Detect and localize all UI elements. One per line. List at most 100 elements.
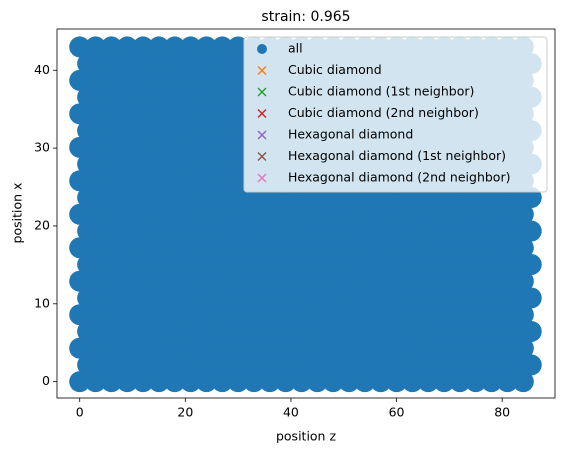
point [164,203,186,225]
point [259,237,281,259]
point [504,320,526,342]
point [116,36,138,58]
point [203,53,225,75]
point [164,170,186,192]
point [85,203,107,225]
point [108,220,130,242]
point [512,304,534,326]
point [108,320,130,342]
point [314,253,336,275]
point [124,153,146,175]
legend-label: Hexagonal diamond [288,127,413,142]
point [425,287,447,309]
point [172,253,194,275]
point [85,69,107,91]
point [148,337,170,359]
point [354,270,376,292]
point [156,187,178,209]
point [354,337,376,359]
point [148,103,170,125]
point [164,304,186,326]
point [330,320,352,342]
point [100,371,122,393]
point [108,287,130,309]
point [322,337,344,359]
point [92,287,114,309]
point [140,287,162,309]
point [188,120,210,142]
point [298,253,320,275]
point [465,371,487,393]
point [362,287,384,309]
point [211,237,233,259]
point [172,120,194,142]
point [148,237,170,259]
point [306,270,328,292]
point [298,287,320,309]
point [291,304,313,326]
point [148,136,170,158]
point [393,354,415,376]
point [132,36,154,58]
point [77,253,99,275]
point [132,304,154,326]
point [172,320,194,342]
point [148,170,170,192]
point [132,337,154,359]
point [203,86,225,108]
point [156,287,178,309]
point [433,371,455,393]
point [211,270,233,292]
point [227,170,249,192]
y-tick-label: 40 [34,62,50,77]
point [156,354,178,376]
point [164,270,186,292]
point [465,337,487,359]
point [354,371,376,393]
point [69,136,91,158]
point [164,103,186,125]
point [401,270,423,292]
point [180,136,202,158]
point [243,371,265,393]
point [433,237,455,259]
point [275,371,297,393]
legend-box [243,36,548,193]
point [275,337,297,359]
point [283,287,305,309]
point [473,354,495,376]
point [156,120,178,142]
point [211,136,233,158]
point [417,237,439,259]
point [473,220,495,242]
point [283,253,305,275]
point [92,86,114,108]
legend-label: all [288,41,303,56]
point [449,371,471,393]
point [172,86,194,108]
point [195,270,217,292]
point [85,371,107,393]
point [370,337,392,359]
point [393,220,415,242]
point [227,203,249,225]
point [92,253,114,275]
point [100,337,122,359]
legend-label: Cubic diamond (1st neighbor) [288,84,474,99]
point [100,203,122,225]
point [148,304,170,326]
point [386,337,408,359]
point [108,120,130,142]
point [354,237,376,259]
point [512,371,534,393]
point [346,320,368,342]
point [393,320,415,342]
point [132,237,154,259]
point [504,253,526,275]
point [132,170,154,192]
point [267,354,289,376]
point [346,287,368,309]
point [124,287,146,309]
point [283,220,305,242]
